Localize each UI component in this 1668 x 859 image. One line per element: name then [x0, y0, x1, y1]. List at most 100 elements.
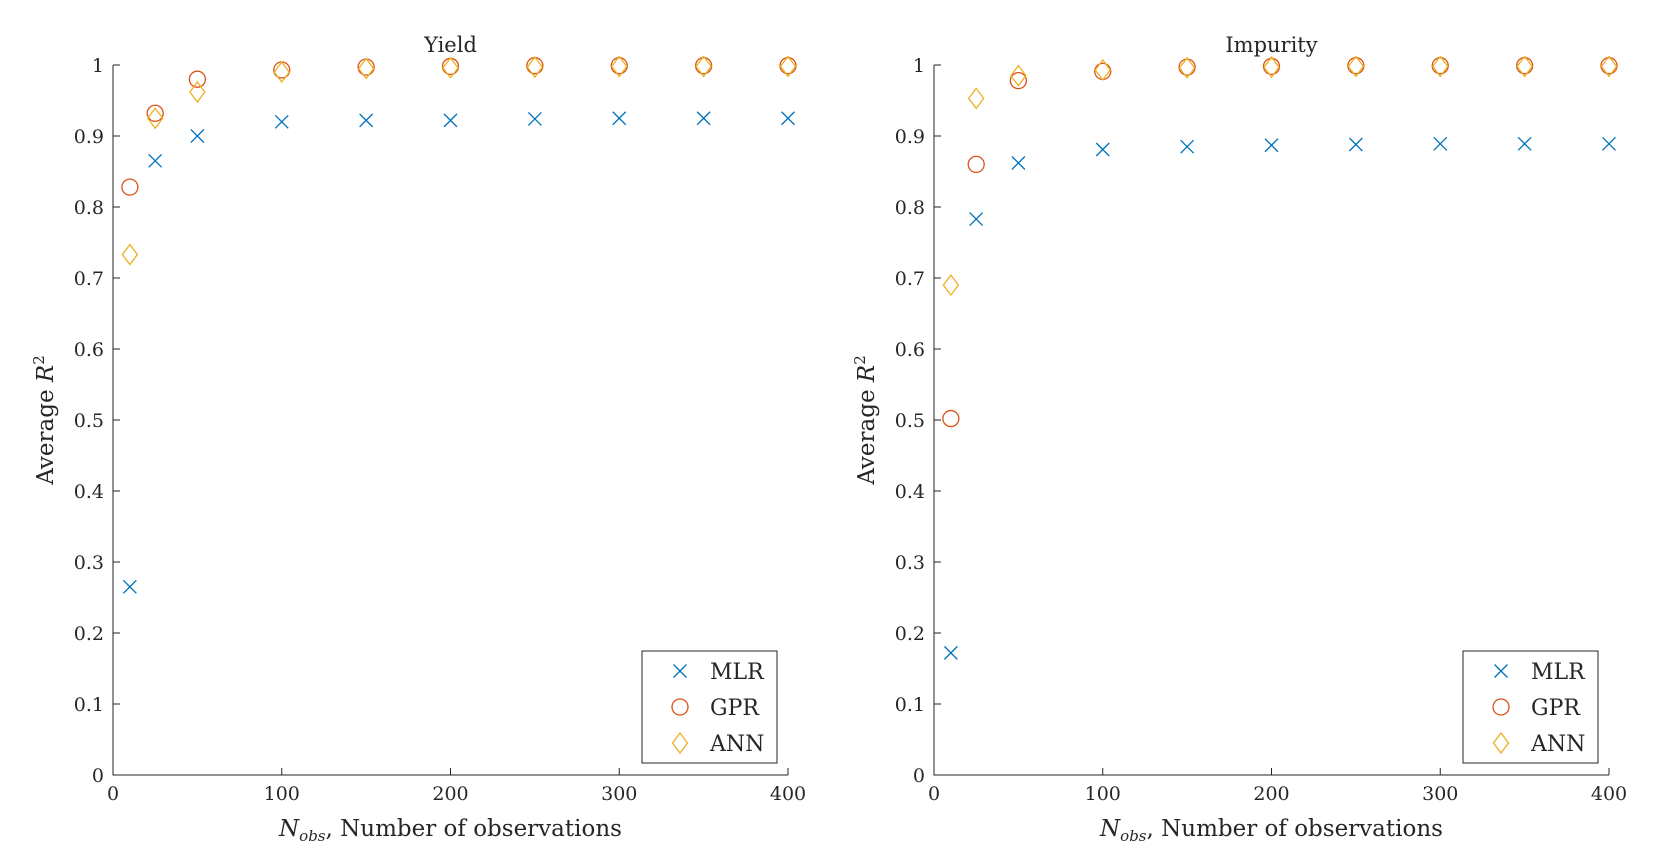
- y-tick-label: 0: [913, 765, 925, 787]
- data-point-mlr: [1011, 156, 1026, 170]
- legend-marker-mlr: [673, 664, 687, 678]
- y-axis-label-sup: 2: [851, 355, 869, 365]
- x-axis-label-rest: , Number of observations: [326, 816, 622, 842]
- legend-marker-mlr: [1494, 664, 1508, 678]
- data-point-gpr: [1347, 57, 1365, 75]
- x-axis-label: Nobs, Number of observations: [278, 816, 622, 845]
- data-point-gpr: [526, 57, 544, 75]
- legend-label-mlr: MLR: [1531, 660, 1586, 685]
- legend-box: [1462, 650, 1599, 764]
- y-tick-label: 0.6: [74, 339, 104, 361]
- x-axis-label-var: N: [278, 816, 300, 842]
- data-point-ann: [189, 80, 206, 104]
- x-axis-label-var: N: [1099, 816, 1121, 842]
- legend-marker-gpr: [1492, 698, 1510, 716]
- data-point-gpr: [1431, 57, 1449, 75]
- data-point-mlr: [274, 114, 289, 129]
- data-point-mlr: [359, 113, 374, 128]
- legend-marker-gpr: [671, 698, 689, 716]
- data-point-gpr: [1515, 57, 1534, 75]
- data-point-mlr: [1517, 136, 1532, 151]
- data-point-ann: [146, 107, 164, 130]
- y-tick-label: 1: [913, 55, 925, 77]
- y-axis-label-sup: 2: [30, 355, 48, 365]
- y-tick-label: 1: [92, 55, 104, 77]
- y-tick-label: 0.8: [74, 197, 104, 219]
- data-point-mlr: [190, 129, 205, 143]
- y-tick-label: 0: [92, 765, 104, 787]
- data-point-mlr: [612, 111, 627, 126]
- y-axis-label-var: R: [854, 365, 880, 383]
- data-point-gpr: [1094, 62, 1112, 81]
- chart-title: Yield: [423, 33, 477, 57]
- y-tick-label: 0.4: [895, 481, 925, 503]
- y-tick-label: 0.7: [895, 268, 925, 290]
- data-point-gpr: [357, 58, 375, 76]
- chart-panel-2: 0 100 200 300 400 0 0.1 0.2 0.3 0.4 0.5 0.6 0.7 0.8 0.…: [851, 33, 1627, 845]
- legend-label-gpr: GPR: [710, 696, 760, 721]
- data-point-gpr: [942, 409, 960, 428]
- series-ann: [942, 55, 1618, 297]
- y-tick-label: 0.3: [74, 552, 104, 574]
- data-point-mlr: [943, 645, 958, 660]
- data-point-gpr: [610, 57, 628, 75]
- data-point-mlr: [122, 579, 137, 594]
- y-tick-label: 0.2: [895, 623, 925, 645]
- series-ann: [121, 55, 797, 266]
- data-point-ann: [1263, 56, 1280, 79]
- legend-label-ann: ANN: [709, 732, 764, 757]
- data-point-mlr: [969, 212, 984, 227]
- data-point-mlr: [1264, 138, 1279, 153]
- y-tick-label: 0.3: [895, 552, 925, 574]
- data-point-mlr: [1095, 142, 1110, 157]
- y-tick-label: 0.1: [895, 694, 925, 716]
- data-point-gpr: [441, 57, 460, 76]
- x-tick-label: 200: [1253, 783, 1289, 805]
- x-tick-label: 400: [1591, 783, 1627, 805]
- data-point-ann: [1010, 64, 1027, 87]
- y-tick-label: 0.5: [74, 410, 104, 432]
- data-point-mlr: [696, 111, 711, 126]
- x-axis-label-rest: , Number of observations: [1147, 816, 1443, 842]
- legend-label-gpr: GPR: [1531, 696, 1581, 721]
- data-point-gpr: [779, 57, 797, 75]
- y-tick-label: 0.1: [74, 694, 104, 716]
- data-point-gpr: [967, 155, 985, 174]
- y-axis-label-text: Average: [33, 382, 59, 486]
- x-tick-label: 400: [770, 783, 806, 805]
- legend-label-ann: ANN: [1530, 732, 1585, 757]
- y-tick-label: 0.7: [74, 268, 104, 290]
- x-axis-label-sub: obs: [1120, 827, 1147, 845]
- series-gpr: [121, 57, 797, 196]
- data-point-mlr: [1433, 136, 1448, 151]
- legend-box: [641, 650, 778, 764]
- y-tick-label: 0.2: [74, 623, 104, 645]
- series-mlr: [943, 136, 1616, 660]
- y-tick-label: 0.6: [895, 339, 925, 361]
- data-point-gpr: [1600, 57, 1618, 75]
- data-point-ann: [779, 55, 797, 78]
- data-point-ann: [357, 57, 375, 80]
- data-point-mlr: [1348, 137, 1363, 152]
- data-point-gpr: [146, 104, 164, 122]
- data-point-ann: [610, 55, 628, 78]
- y-tick-label: 0.9: [895, 126, 925, 148]
- data-point-gpr: [1178, 58, 1196, 76]
- x-axis-label: Nobs, Number of observations: [1099, 816, 1443, 845]
- legend: MLR GPR ANN: [1462, 650, 1599, 764]
- data-point-ann: [526, 56, 544, 79]
- x-axis-label-sub: obs: [299, 827, 326, 845]
- chart-panel-1: 0 100 200 300 400 0 0.1 0.2 0.3 0.4 0.5 0.6 0.7 0.8 0.…: [30, 33, 806, 845]
- data-point-ann: [942, 274, 960, 297]
- x-tick-label: 100: [1085, 783, 1121, 805]
- x-tick-label: 200: [432, 783, 468, 805]
- data-point-ann: [1094, 58, 1112, 82]
- y-axis-label-text: Average: [854, 382, 880, 486]
- data-point-gpr: [121, 178, 139, 196]
- data-point-mlr: [527, 112, 542, 126]
- legend-label-mlr: MLR: [710, 660, 765, 685]
- x-tick-label: 300: [601, 783, 637, 805]
- data-point-ann: [442, 56, 459, 79]
- data-point-mlr: [148, 153, 163, 168]
- chart-title: Impurity: [1225, 33, 1317, 57]
